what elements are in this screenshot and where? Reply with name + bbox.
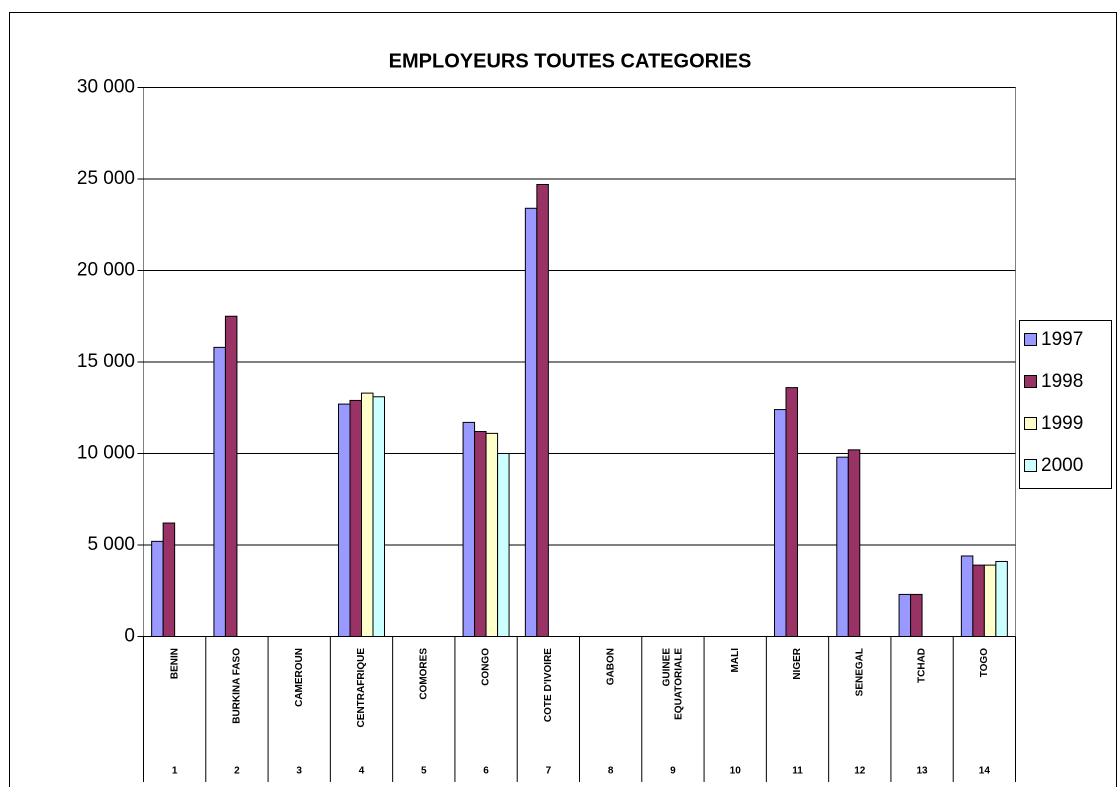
x-tick-label: COMORES — [418, 648, 429, 700]
category-number: 10 — [730, 766, 742, 777]
category-number: 4 — [359, 766, 365, 777]
bar — [995, 560, 1008, 637]
bar — [836, 456, 849, 637]
bar — [474, 431, 487, 638]
x-tick-label: BENIN — [169, 648, 180, 679]
category-number: 9 — [670, 766, 676, 777]
x-tick-label: GUINEE — [662, 648, 673, 687]
bar — [972, 564, 985, 638]
category-number: 13 — [917, 766, 929, 777]
bar — [485, 432, 499, 637]
y-tick-label: 0 — [124, 626, 135, 647]
x-tick-label: CENTRAFRIQUE — [356, 648, 367, 728]
bar — [338, 403, 351, 637]
x-tick-label: GABON — [605, 648, 616, 685]
bar — [524, 207, 538, 637]
bar — [213, 346, 226, 637]
bar — [774, 409, 787, 637]
x-tick-label: CONGO — [481, 648, 492, 686]
bar — [224, 315, 238, 637]
category-number: 12 — [854, 766, 866, 777]
legend-label: 1997 — [1041, 329, 1083, 350]
legend-label: 1998 — [1041, 371, 1083, 392]
category-number: 3 — [296, 766, 302, 777]
chart-title: EMPLOYEURS TOUTES CATEGORIES — [389, 50, 752, 72]
bar — [349, 399, 362, 637]
x-tick-label: COTE D'IVOIRE — [543, 648, 554, 722]
bar — [361, 392, 374, 637]
legend-swatch — [1024, 417, 1037, 430]
bar — [910, 593, 923, 637]
x-tick-label: BURKINA FASO — [232, 648, 243, 724]
category-number: 7 — [546, 766, 552, 777]
bar — [162, 522, 176, 637]
bar — [372, 396, 385, 637]
bar — [785, 387, 798, 637]
legend-label: 2000 — [1041, 455, 1083, 476]
category-number: 5 — [421, 766, 427, 777]
category-number: 11 — [792, 766, 803, 777]
x-tick-label: TOGO — [979, 648, 990, 677]
bar — [960, 555, 974, 637]
bar — [847, 449, 861, 637]
y-tick-label: 5 000 — [87, 534, 135, 555]
bar — [536, 183, 549, 638]
category-number: 14 — [979, 766, 991, 777]
y-tick-label: 10 000 — [77, 443, 135, 464]
y-tick-label: 30 000 — [77, 77, 135, 98]
bar — [898, 593, 912, 637]
category-number: 2 — [234, 766, 240, 777]
x-tick-label: SENEGAL — [854, 648, 865, 696]
y-tick-label: 15 000 — [77, 351, 135, 372]
x-tick-label: CAMEROUN — [294, 648, 305, 707]
legend-swatch — [1024, 459, 1037, 472]
x-tick-label: MALI — [730, 648, 741, 673]
x-tick-label: TCHAD — [917, 648, 928, 683]
bar — [462, 421, 476, 638]
legend-swatch — [1024, 333, 1037, 346]
bar — [497, 453, 510, 637]
bar — [983, 564, 997, 638]
legend-label: 1999 — [1041, 413, 1083, 434]
x-tick-label: NIGER — [792, 647, 803, 679]
category-number: 8 — [608, 766, 614, 777]
x-tick-label: EQUATORIALE — [674, 648, 685, 720]
bar — [151, 540, 164, 638]
category-number: 6 — [483, 766, 489, 777]
y-tick-label: 20 000 — [77, 260, 135, 281]
legend-swatch — [1024, 375, 1037, 388]
y-tick-label: 25 000 — [77, 168, 135, 189]
category-number: 1 — [172, 766, 178, 777]
